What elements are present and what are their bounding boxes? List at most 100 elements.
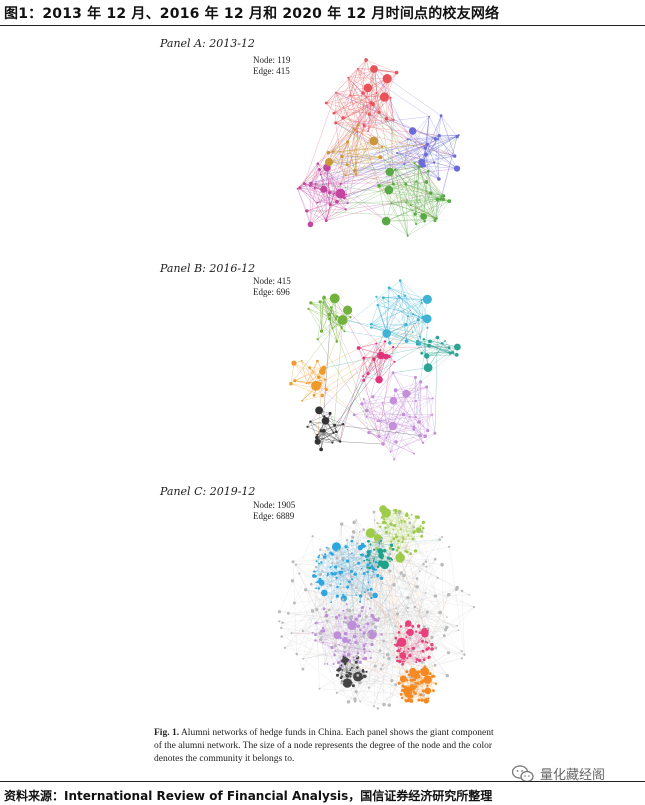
network-node bbox=[319, 329, 324, 333]
network-node bbox=[394, 440, 398, 444]
network-edge bbox=[396, 645, 418, 660]
network-node bbox=[318, 554, 321, 557]
network-node bbox=[431, 413, 434, 416]
network-edge bbox=[382, 402, 404, 415]
network-edge bbox=[297, 188, 324, 190]
network-node bbox=[350, 681, 353, 684]
network-edge bbox=[336, 559, 367, 573]
network-edge bbox=[345, 607, 363, 634]
network-node bbox=[419, 335, 421, 338]
network-node bbox=[419, 380, 423, 384]
network-node bbox=[304, 588, 308, 592]
network-edge bbox=[374, 69, 397, 73]
network-node bbox=[373, 558, 375, 560]
network-node bbox=[435, 197, 440, 202]
network-node bbox=[347, 681, 350, 684]
network-edge bbox=[337, 582, 369, 588]
network-edge bbox=[396, 536, 422, 538]
network-edge bbox=[328, 161, 437, 219]
network-edge bbox=[318, 558, 344, 582]
network-edge bbox=[316, 609, 406, 701]
network-edge bbox=[315, 183, 442, 200]
network-edge bbox=[368, 386, 427, 433]
network-edge bbox=[314, 154, 427, 189]
network-edge bbox=[303, 637, 411, 660]
network-node bbox=[376, 522, 379, 525]
network-edge bbox=[415, 683, 420, 694]
network-node bbox=[401, 412, 406, 417]
network-edge bbox=[347, 68, 358, 78]
network-node bbox=[340, 681, 344, 685]
network-node bbox=[343, 645, 347, 649]
network-edge bbox=[427, 144, 458, 169]
network-edge bbox=[405, 516, 417, 552]
network-edge bbox=[302, 532, 390, 632]
network-edge bbox=[371, 323, 406, 325]
network-node bbox=[411, 647, 415, 651]
network-edge bbox=[322, 570, 426, 594]
network-node bbox=[340, 154, 344, 159]
network-edge bbox=[340, 573, 369, 591]
network-node bbox=[327, 608, 331, 612]
network-edge bbox=[360, 611, 428, 702]
network-edge bbox=[425, 115, 442, 155]
network-edge bbox=[367, 343, 377, 374]
network-edge bbox=[315, 183, 331, 205]
network-edge bbox=[328, 152, 356, 171]
network-node bbox=[405, 201, 407, 204]
network-node bbox=[441, 536, 444, 538]
network-edge bbox=[407, 656, 430, 659]
network-edge bbox=[344, 162, 435, 198]
network-node bbox=[342, 637, 348, 643]
network-edge bbox=[328, 143, 428, 153]
network-node bbox=[388, 552, 392, 556]
network-node bbox=[426, 326, 429, 329]
network-node bbox=[413, 692, 416, 695]
network-node bbox=[410, 513, 413, 516]
network-node bbox=[354, 640, 358, 644]
network-edge bbox=[389, 171, 408, 236]
network-node bbox=[315, 581, 317, 584]
network-edge bbox=[407, 134, 459, 140]
network-node bbox=[421, 639, 424, 643]
network-node bbox=[422, 563, 425, 566]
network-edge bbox=[347, 141, 356, 171]
network-node bbox=[391, 547, 395, 551]
network-node bbox=[358, 681, 362, 685]
network-edge bbox=[334, 319, 419, 426]
network-edge bbox=[324, 557, 333, 575]
network-edge bbox=[381, 538, 394, 545]
network-node bbox=[370, 642, 374, 647]
network-edge bbox=[415, 637, 433, 659]
network-edge bbox=[391, 195, 444, 204]
network-edge bbox=[324, 539, 382, 664]
network-edge bbox=[361, 607, 373, 616]
network-edge bbox=[391, 202, 437, 219]
network-node bbox=[424, 699, 428, 703]
network-node bbox=[404, 294, 407, 297]
network-node bbox=[362, 375, 365, 378]
network-node bbox=[326, 572, 329, 575]
network-edge bbox=[371, 305, 378, 325]
network-edge bbox=[396, 517, 419, 551]
network-edge bbox=[414, 162, 444, 197]
network-edge bbox=[338, 537, 353, 551]
network-edge bbox=[279, 566, 427, 622]
network-edge bbox=[346, 129, 356, 195]
network-edge bbox=[389, 171, 411, 206]
network-edge bbox=[326, 102, 387, 120]
network-node bbox=[370, 326, 373, 329]
network-edge bbox=[323, 630, 346, 634]
network-node bbox=[384, 117, 389, 121]
network-node bbox=[457, 134, 460, 137]
network-edge bbox=[360, 595, 436, 702]
network-edge bbox=[338, 550, 357, 588]
network-node bbox=[378, 419, 381, 423]
panel-b-node-count: Node: 415 bbox=[253, 276, 291, 286]
network-edge bbox=[410, 632, 415, 675]
panel-c-network-graph bbox=[277, 505, 476, 710]
network-edge bbox=[336, 617, 351, 644]
network-node bbox=[376, 565, 380, 568]
network-edge bbox=[363, 116, 430, 125]
network-edge bbox=[341, 669, 364, 679]
